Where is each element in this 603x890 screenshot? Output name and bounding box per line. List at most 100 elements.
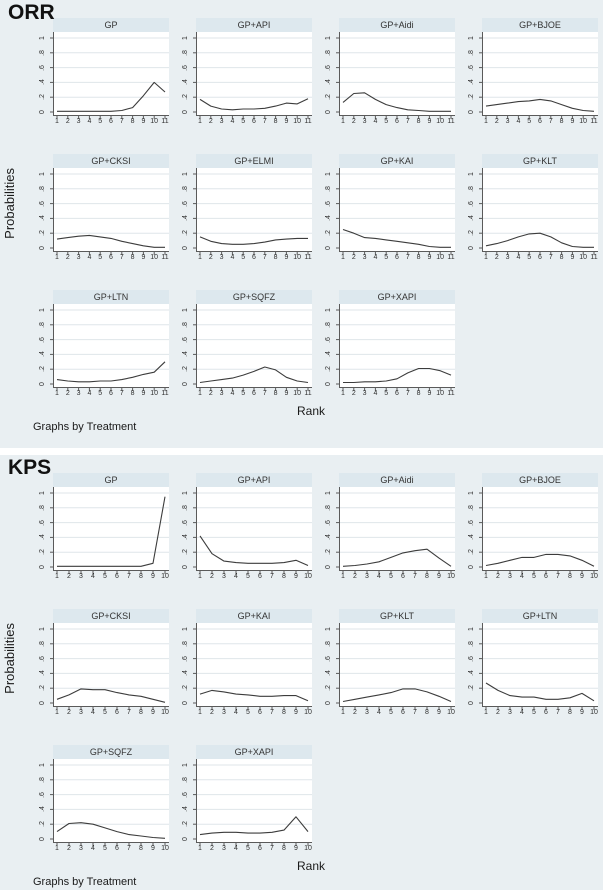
x-tick-label: 1 bbox=[484, 254, 488, 261]
x-tick-label: 3 bbox=[362, 390, 367, 397]
x-tick-label: 3 bbox=[76, 390, 81, 397]
y-tick-label: .4 bbox=[38, 79, 46, 86]
y-tick-label: 0 bbox=[467, 701, 475, 705]
x-tick-label: 10 bbox=[304, 573, 312, 580]
y-axis-ticks: 0 .2 .4 .6 .8 1 bbox=[170, 304, 196, 388]
x-tick-label: 1 bbox=[341, 118, 345, 125]
x-tick-label: 10 bbox=[436, 118, 445, 125]
x-tick-label: 6 bbox=[258, 845, 262, 852]
y-tick-label: 1 bbox=[467, 36, 475, 40]
y-tick-label: .8 bbox=[324, 185, 332, 192]
x-tick-label: 2 bbox=[351, 118, 356, 125]
x-axis-ticks: 1 2 3 4 5 6 7 8 9 10 bbox=[53, 571, 169, 584]
x-tick-label: 4 bbox=[377, 573, 381, 580]
y-tick-label: .6 bbox=[181, 200, 189, 207]
x-tick-label: 5 bbox=[246, 573, 250, 580]
x-tick-label: 2 bbox=[67, 573, 71, 580]
x-tick-label: 1 bbox=[55, 390, 59, 397]
y-tick-label: 0 bbox=[181, 565, 189, 569]
y-axis-ticks: 0 .2 .4 .6 .8 1 bbox=[456, 623, 482, 707]
y-tick-label: .4 bbox=[181, 79, 189, 86]
y-tick-label: .8 bbox=[181, 640, 189, 647]
y-tick-label: 1 bbox=[38, 627, 46, 631]
x-tick-label: 9 bbox=[284, 390, 289, 397]
y-tick-label: 1 bbox=[467, 172, 475, 176]
x-tick-label: 4 bbox=[87, 390, 92, 397]
y-tick-label: .4 bbox=[467, 79, 475, 86]
y-tick-label: 0 bbox=[38, 565, 46, 569]
figure-note-kps: Graphs by Treatment bbox=[33, 876, 137, 888]
y-tick-label: .8 bbox=[38, 185, 46, 192]
x-tick-label: 4 bbox=[373, 390, 378, 397]
subplot-gp-aidi: GP+Aidi 0 .2 .4 .6 .8 1 1 2 3 4 5 6 7 8 9 10 bbox=[313, 473, 455, 584]
plot-area bbox=[50, 32, 169, 119]
x-tick-label: 2 bbox=[208, 118, 213, 125]
y-tick-label: .6 bbox=[467, 64, 475, 71]
y-tick-label: .8 bbox=[181, 49, 189, 56]
plot-area bbox=[193, 759, 312, 846]
x-tick-label: 4 bbox=[234, 573, 238, 580]
y-tick-label: 1 bbox=[181, 491, 189, 495]
x-tick-label: 5 bbox=[246, 845, 250, 852]
x-tick-label: 9 bbox=[294, 573, 298, 580]
x-tick-label: 7 bbox=[413, 573, 417, 580]
subplot-title: GP+Aidi bbox=[339, 18, 455, 32]
y-tick-label: .6 bbox=[467, 655, 475, 662]
y-tick-label: .8 bbox=[38, 49, 46, 56]
y-tick-label: 1 bbox=[38, 763, 46, 767]
x-tick-label: 3 bbox=[365, 573, 369, 580]
y-tick-label: 1 bbox=[324, 308, 332, 312]
x-tick-label: 11 bbox=[304, 390, 312, 397]
x-tick-label: 9 bbox=[580, 709, 584, 716]
subplot-title: GP+XAPI bbox=[339, 290, 455, 304]
y-tick-label: .6 bbox=[181, 519, 189, 526]
y-axis-ticks: 0 .2 .4 .6 .8 1 bbox=[456, 32, 482, 116]
x-tick-label: 10 bbox=[579, 254, 588, 261]
x-axis-ticks: 1 2 3 4 5 6 7 8 9 10 11 bbox=[339, 252, 455, 265]
x-axis-ticks: 1 2 3 4 5 6 7 8 9 10 11 bbox=[196, 116, 312, 129]
subplot-gp-bjoe: GP+BJOE 0 .2 .4 .6 .8 1 1 2 3 4 5 6 7 8 9 10 bbox=[456, 473, 598, 584]
x-tick-label: 8 bbox=[416, 118, 421, 125]
x-tick-label: 7 bbox=[548, 254, 553, 261]
y-tick-label: .4 bbox=[467, 670, 475, 677]
x-axis-ticks: 1 2 3 4 5 6 7 8 9 10 11 bbox=[53, 116, 169, 129]
y-tick-label: 1 bbox=[324, 491, 332, 495]
x-tick-label: 4 bbox=[230, 254, 235, 261]
x-tick-label: 2 bbox=[351, 390, 356, 397]
x-tick-label: 8 bbox=[130, 390, 135, 397]
x-tick-label: 6 bbox=[395, 390, 399, 397]
y-tick-label: .4 bbox=[38, 351, 46, 358]
y-tick-label: .4 bbox=[324, 534, 332, 541]
y-tick-label: .4 bbox=[181, 215, 189, 222]
x-tick-label: 11 bbox=[447, 118, 455, 125]
y-tick-label: .6 bbox=[324, 336, 332, 343]
x-tick-label: 3 bbox=[505, 118, 510, 125]
x-tick-label: 2 bbox=[210, 573, 214, 580]
y-tick-label: 0 bbox=[324, 565, 332, 569]
subplot-title: GP+BJOE bbox=[482, 473, 598, 487]
subplot-gp-aidi: GP+Aidi 0.2.4.6.8 1 1 2 3 4 5 6 7 8 9 10 11 bbox=[313, 18, 455, 129]
x-tick-label: 4 bbox=[87, 118, 92, 125]
x-axis-label-kps: Rank bbox=[296, 859, 325, 873]
subplot-title: GP+Aidi bbox=[339, 473, 455, 487]
y-tick-label: .6 bbox=[38, 791, 46, 798]
y-axis-ticks: 0 .2 .4 .6 .8 1 bbox=[456, 487, 482, 571]
x-tick-label: 5 bbox=[103, 573, 107, 580]
subplot-row: GP+CKSI 0.2.4.6.8 1 1 2 3 4 5 6 7 8 9 10 GP+KAI 0.2.4.… bbox=[27, 609, 603, 720]
y-axis-ticks: 0 .2 .4 .6 .8 1 bbox=[27, 623, 53, 707]
subplot-title: GP+API bbox=[196, 473, 312, 487]
y-tick-label: .6 bbox=[324, 519, 332, 526]
x-tick-label: 5 bbox=[103, 845, 107, 852]
y-tick-label: 1 bbox=[38, 491, 46, 495]
x-tick-label: 6 bbox=[109, 390, 113, 397]
y-axis-ticks: 0 .2 .4 .6 .8 1 bbox=[313, 168, 339, 252]
subplot-title: GP+KLT bbox=[482, 154, 598, 168]
y-tick-label: 0 bbox=[467, 565, 475, 569]
y-tick-label: 1 bbox=[38, 308, 46, 312]
subplot-gp-cksi: GP+CKSI 0 .2 .4 .6 .8 1 1 2 3 4 5 6 7 8 9 10 bbox=[27, 609, 169, 720]
x-tick-label: 9 bbox=[580, 573, 584, 580]
plot-area bbox=[336, 304, 455, 391]
y-tick-label: 1 bbox=[38, 172, 46, 176]
x-tick-label: 10 bbox=[447, 709, 455, 716]
subplot-gp-cksi: GP+CKSI 0.2.4.6.8 1 1 2 3 4 5 6 7 8 9 10 11 bbox=[27, 154, 169, 265]
